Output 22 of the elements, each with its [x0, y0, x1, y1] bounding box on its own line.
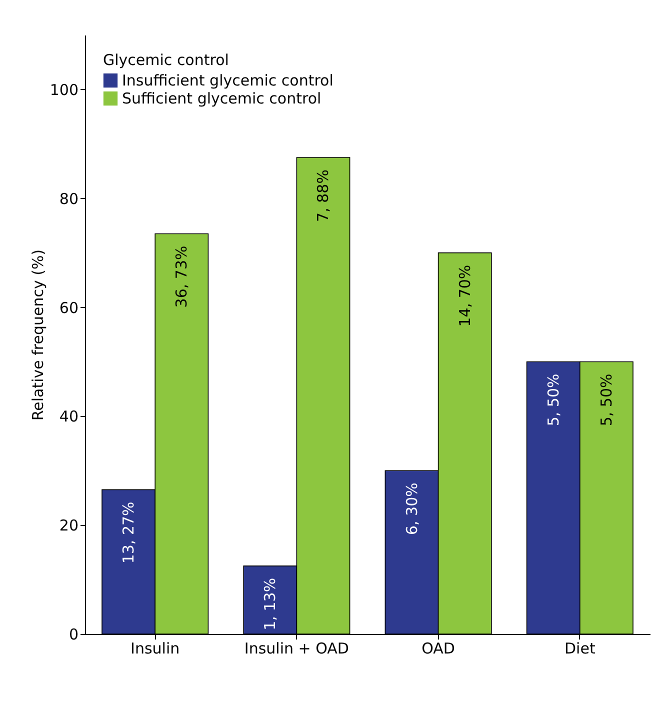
- x-tick-label: Diet: [564, 640, 596, 658]
- data-label: 36, 73%: [172, 246, 191, 308]
- x-tick-label: Insulin: [130, 640, 180, 658]
- y-tick-label: 0: [68, 626, 78, 644]
- y-tick-label: 40: [59, 408, 78, 426]
- legend-title: Glycemic control: [103, 51, 229, 69]
- data-label: 7, 88%: [314, 170, 332, 222]
- data-label: 1, 13%: [261, 578, 280, 630]
- y-tick-label: 80: [59, 190, 78, 208]
- y-tick-label: 20: [59, 516, 78, 535]
- data-label: 14, 70%: [456, 264, 474, 327]
- x-tick-label: OAD: [422, 640, 455, 658]
- y-tick-label: 100: [50, 80, 78, 99]
- data-label: 13, 27%: [120, 502, 138, 564]
- legend-label: Insufficient glycemic control: [122, 72, 334, 90]
- legend-label: Sufficient glycemic control: [122, 90, 322, 108]
- x-tick-label: Insulin + OAD: [244, 640, 349, 658]
- y-tick-label: 60: [59, 298, 78, 317]
- data-label: 5, 50%: [597, 374, 616, 426]
- y-axis-title: Relative frequency (%): [28, 249, 47, 421]
- data-label: 6, 30%: [402, 482, 421, 536]
- data-label: 5, 50%: [544, 374, 562, 426]
